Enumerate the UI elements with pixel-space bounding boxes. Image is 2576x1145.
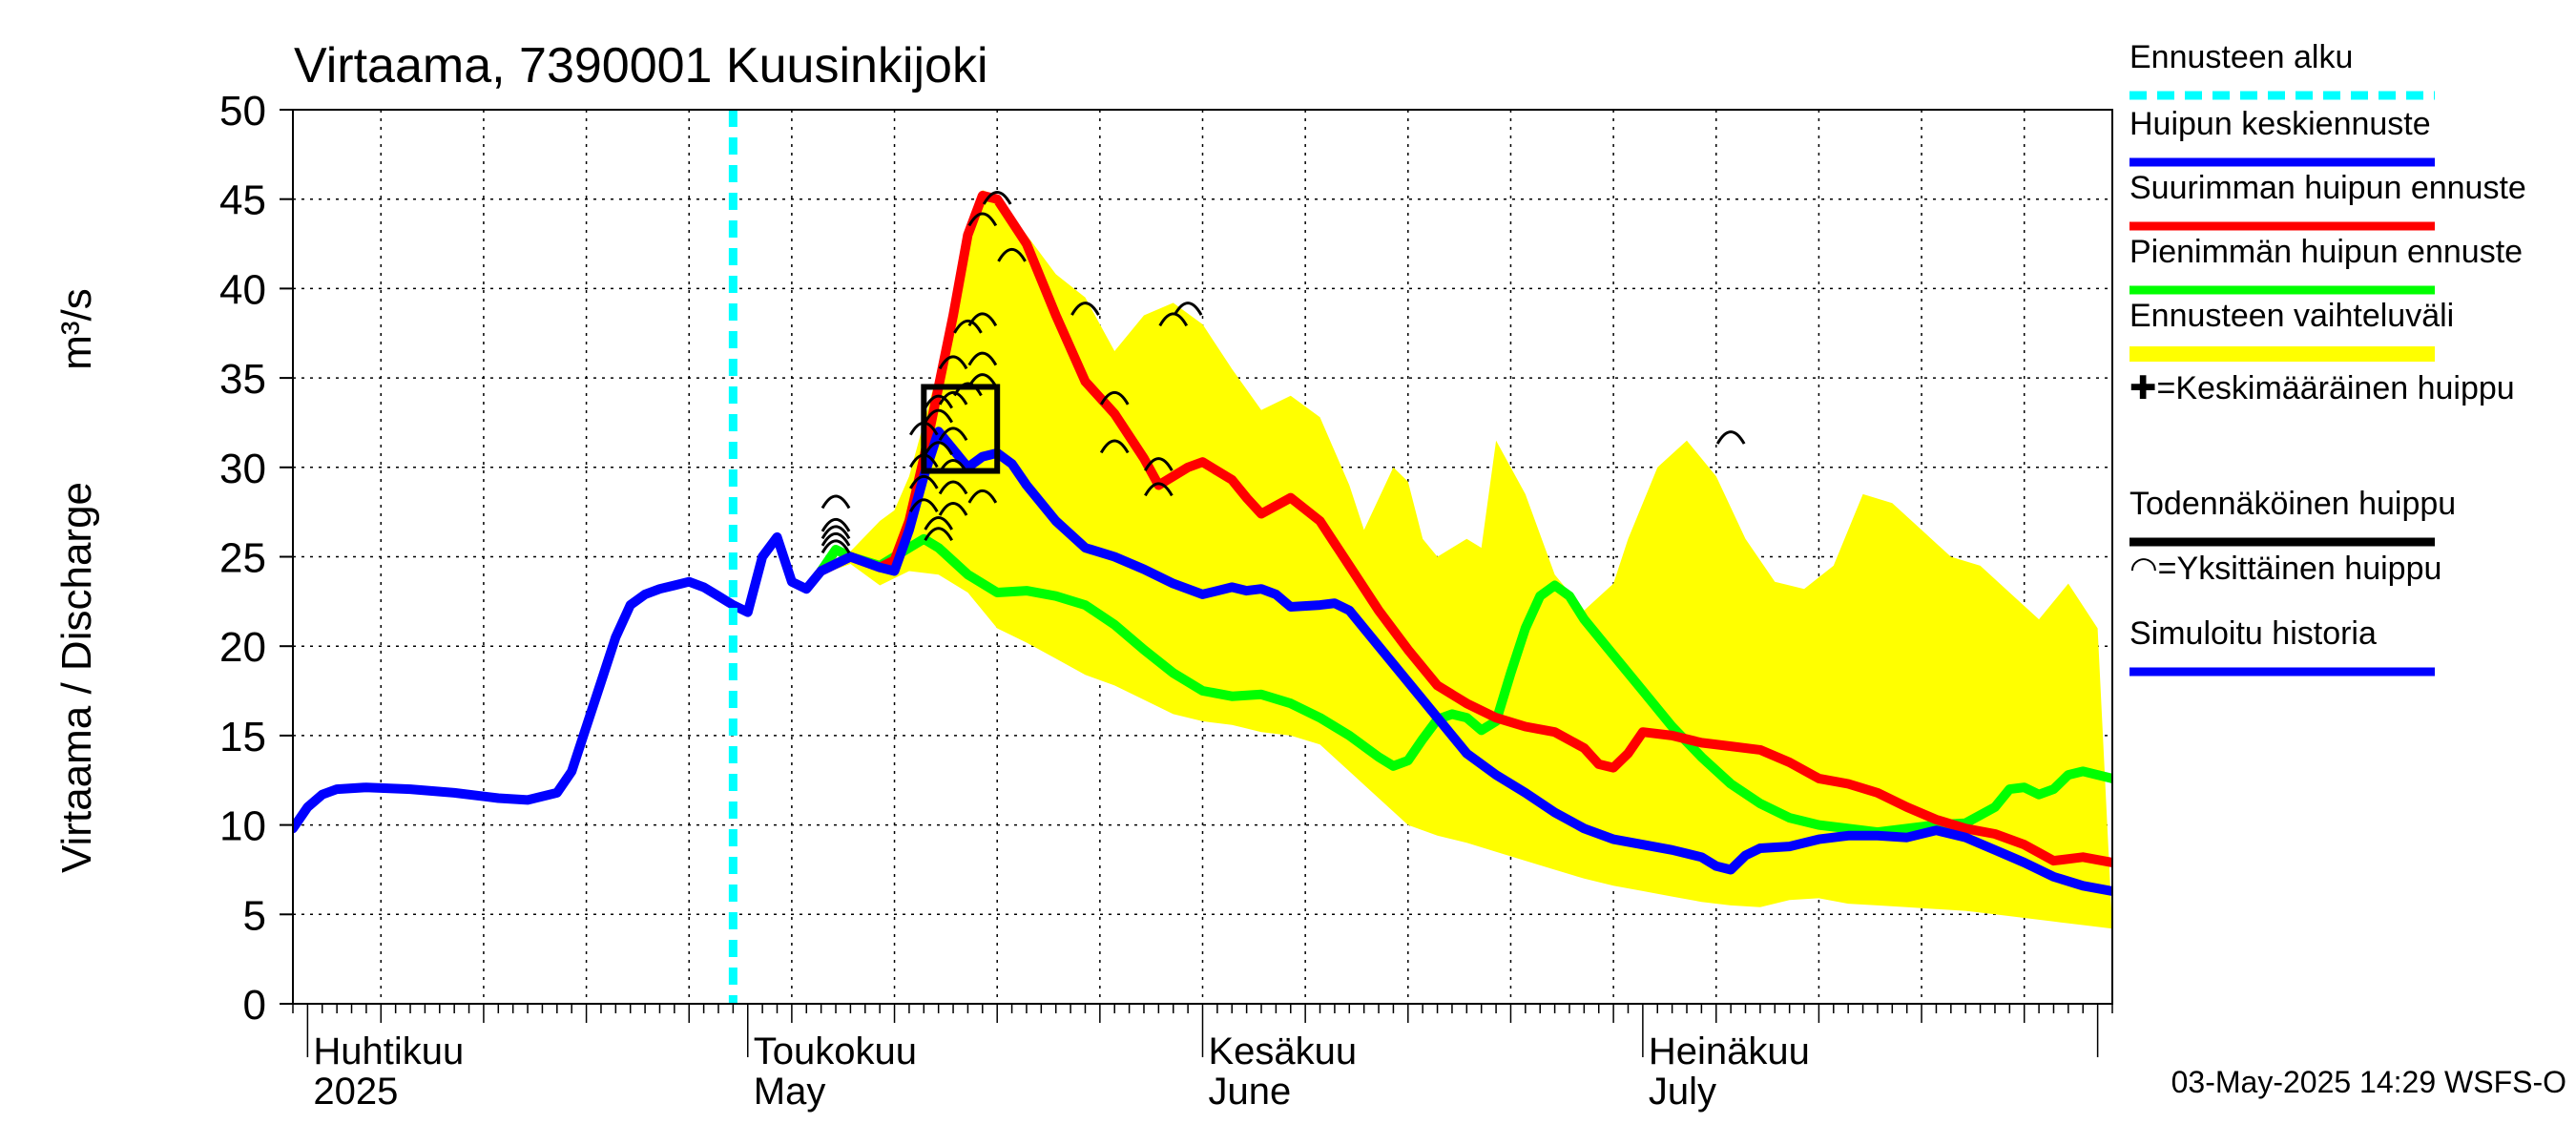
legend: Ennusteen alku Huipun keskiennuste Suurimm…	[2129, 39, 2526, 677]
individual-peak-marker	[938, 502, 968, 516]
labels-layer: Virtaama, 7390001 Kuusinkijoki Virtaama …	[53, 38, 2566, 1113]
individual-peak-marker	[938, 355, 968, 370]
legend-entry: Ennusteen vaihteluväli	[2129, 298, 2454, 362]
individual-peak-marker	[967, 373, 998, 387]
individual-peak-marker	[908, 474, 939, 489]
individual-peak-marker	[938, 480, 968, 495]
month-label-en: June	[1209, 1071, 1292, 1113]
y-tick-label: 50	[219, 88, 266, 135]
legend-entry: Pienimmän huipun ennuste	[2129, 234, 2523, 295]
individual-peak-marker	[908, 498, 939, 513]
y-tick-label: 10	[219, 803, 266, 850]
individual-peak-marker	[924, 408, 953, 424]
y-tick-label: 25	[219, 535, 266, 582]
forecast-range-band	[821, 190, 2112, 929]
individual-peaks-layer	[821, 190, 1746, 554]
y-tick-label: 30	[219, 446, 266, 492]
axes-layer	[280, 109, 2113, 1057]
y-tick-label: 40	[219, 266, 266, 313]
legend-entry: Ennusteen alku	[2129, 39, 2435, 100]
y-tick-label: 5	[243, 892, 266, 939]
individual-peak-marker	[953, 382, 983, 397]
individual-peak-marker	[1144, 482, 1174, 497]
individual-peak-marker	[997, 247, 1027, 262]
forecast-range-layer	[821, 190, 2112, 929]
individual-peak-marker	[1070, 302, 1100, 316]
timestamp-label: 03-May-2025 14:29 WSFS-O	[2171, 1065, 2566, 1099]
individual-peak-marker	[924, 441, 953, 456]
individual-peak-marker	[953, 319, 983, 334]
y-tick-label: 20	[219, 624, 266, 671]
chart-title: Virtaama, 7390001 Kuusinkijoki	[294, 38, 988, 94]
individual-peak-marker	[821, 517, 851, 532]
individual-peak-marker	[821, 539, 851, 554]
legend-label: Ennusteen alku	[2129, 39, 2353, 75]
y-tick-label: 35	[219, 356, 266, 403]
month-label-en: May	[754, 1071, 826, 1113]
legend-label: Pienimmän huipun ennuste	[2129, 234, 2523, 270]
legend-label: ✚=Keskimääräinen huippu	[2129, 370, 2515, 406]
individual-peak-marker	[924, 394, 953, 409]
individual-peak-marker	[1715, 430, 1746, 445]
legend-label: Huipun keskiennuste	[2129, 106, 2431, 142]
legend-label: ◠=Yksittäinen huippu	[2129, 551, 2441, 587]
individual-peak-marker	[982, 190, 1012, 205]
individual-peak-marker	[1099, 390, 1130, 406]
individual-peak-marker	[967, 489, 998, 504]
y-axis-unit: m³/s	[53, 288, 100, 370]
individual-peak-marker	[967, 212, 998, 227]
month-label: Kesäkuu	[1209, 1030, 1358, 1072]
series-line-history	[293, 531, 826, 834]
legend-entry: Simuloitu historia	[2129, 615, 2435, 677]
y-tick-label: 15	[219, 714, 266, 760]
y-axis-label: Virtaama / Discharge	[53, 482, 100, 873]
individual-peak-marker	[1099, 439, 1130, 454]
month-label-en: 2025	[313, 1071, 398, 1113]
individual-peak-marker	[924, 527, 953, 542]
legend-label: Ennusteen vaihteluväli	[2129, 298, 2454, 334]
legend-entry: ◠=Yksittäinen huippu	[2129, 551, 2441, 587]
series-line-min-peak	[816, 533, 2112, 838]
legend-swatch	[2129, 346, 2435, 362]
legend-label: Simuloitu historia	[2129, 615, 2377, 652]
month-label: Huhtikuu	[313, 1030, 464, 1072]
individual-peak-marker	[938, 427, 968, 442]
individual-peak-marker	[924, 516, 953, 531]
individual-peak-marker	[938, 390, 968, 406]
individual-peak-marker	[1144, 457, 1174, 471]
probable-peak-box	[921, 384, 1001, 474]
legend-entry: Suurimman huipun ennuste	[2129, 170, 2526, 231]
individual-peak-marker	[967, 312, 998, 327]
y-tick-label: 45	[219, 177, 266, 224]
legend-label: Todennäköinen huippu	[2129, 486, 2456, 522]
plot-frame	[292, 109, 2113, 1005]
legend-entry: Todennäköinen huippu	[2129, 486, 2456, 547]
month-label: Toukokuu	[754, 1030, 917, 1072]
individual-peak-marker	[967, 351, 998, 366]
legend-entry: Huipun keskiennuste	[2129, 106, 2435, 167]
month-label-en: July	[1649, 1071, 1716, 1113]
month-label: Heinäkuu	[1649, 1030, 1810, 1072]
individual-peak-marker	[821, 531, 851, 547]
individual-peak-marker	[1173, 302, 1203, 316]
legend-label: Suurimman huipun ennuste	[2129, 170, 2526, 206]
individual-peak-marker	[821, 494, 851, 510]
legend-entry: ✚=Keskimääräinen huippu	[2129, 370, 2515, 406]
y-tick-label: 0	[243, 982, 266, 1029]
individual-peak-marker	[821, 525, 851, 540]
individual-peak-marker	[1158, 312, 1189, 327]
